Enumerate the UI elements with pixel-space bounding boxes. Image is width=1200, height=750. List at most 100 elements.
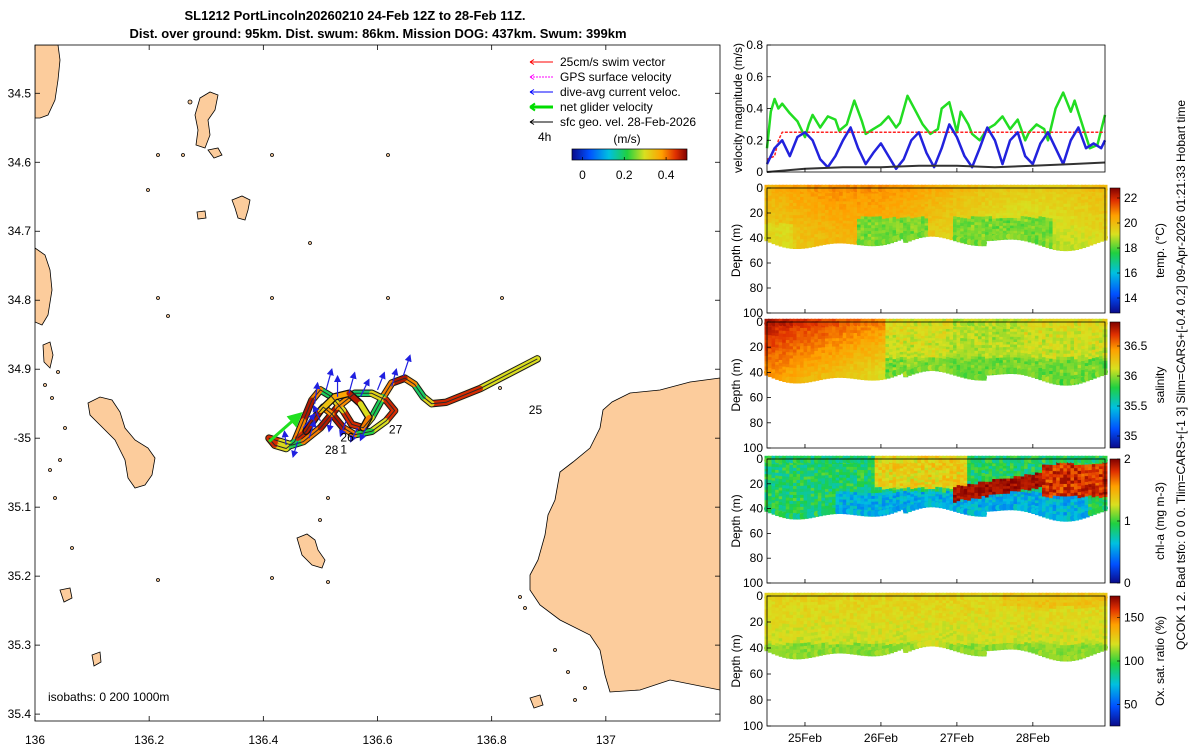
section-ylabel: Depth (m) (729, 224, 743, 277)
map-ytick-label: 35.1 (8, 500, 32, 514)
section-ytick-label: 80 (750, 416, 764, 430)
current-arrow (302, 413, 316, 429)
small-islets (43, 99, 587, 702)
speed-colorbar: (m/s) 0 0.2 0.4 (571, 132, 688, 182)
land-masses (35, 45, 720, 709)
map-ticks (34, 45, 720, 721)
land-island-i (91, 651, 102, 667)
current-arrow (325, 368, 334, 391)
map-ytick-label: 34.5 (8, 86, 32, 100)
legend-arrowhead-gps (529, 74, 535, 80)
map-xtick-label: 136.2 (134, 733, 164, 747)
current-arrow (350, 427, 359, 443)
land-island-h (529, 694, 544, 709)
velocity-panel: 00.20.40.60.8 velocity magnitude (m/s) (731, 38, 1107, 179)
map-legend: 25cm/s swim vector GPS surface velocity … (529, 55, 696, 144)
section-ytick-label: 40 (750, 365, 764, 379)
section-ylabel: Depth (m) (729, 358, 743, 411)
section-colorbar-tick-label: 16 (1124, 266, 1138, 280)
section-colorbar-tick-label: 35 (1124, 429, 1138, 443)
legend-label-net: net glider velocity (560, 100, 653, 114)
velocity-series (765, 91, 1107, 173)
section-colorbar (1109, 321, 1121, 449)
current-arrow (359, 427, 367, 442)
legend-arrowhead-swim (529, 59, 535, 65)
map-xtick-label: 137 (596, 733, 616, 747)
section-colorbar-label: temp. (°C) (1153, 223, 1167, 278)
section-colorbar-label: salinity (1153, 367, 1167, 404)
land-island-e (59, 587, 73, 603)
section-ytick-label: 0 (756, 181, 763, 195)
velocity-ytick-label: 0.2 (746, 133, 763, 147)
title-line-1: SL1212 PortLincoln20260210 24-Feb 12Z to… (184, 8, 525, 23)
map-ytick-label: 35.3 (8, 638, 32, 652)
velocity-panel-bg (767, 45, 1105, 172)
current-arrow (339, 420, 347, 438)
land-island-b (231, 195, 251, 221)
current-arrow (376, 371, 386, 391)
section-bottom-dot (981, 240, 988, 247)
current-arrow (313, 381, 321, 404)
land-island-g (196, 210, 207, 220)
current-arrow (402, 354, 412, 377)
land-yorke-peninsula (529, 377, 720, 693)
land-island-a (194, 91, 219, 149)
map-ytick-label: 35.2 (8, 569, 32, 583)
speed-colorbar-bar (571, 148, 688, 161)
section-ytick-label: 40 (750, 231, 764, 245)
legend-arrowhead-current (529, 89, 535, 95)
section-colorbar (1109, 187, 1121, 314)
section-frame (766, 321, 1106, 449)
map-ytick-label: 34.6 (8, 155, 32, 169)
legend-arrowhead-net (529, 102, 536, 112)
legend-label-swim: 25cm/s swim vector (560, 55, 665, 69)
current-arrow (326, 417, 334, 433)
day-label: 26 (340, 431, 354, 445)
land-island-c (296, 533, 326, 569)
speed-colorbar-tick-label: 0.4 (658, 168, 675, 182)
section-colorbar-tick-label: 14 (1124, 291, 1138, 305)
map-ytick-label: 34.7 (8, 224, 32, 238)
section-data-cells (764, 318, 1108, 386)
legend-label-geo: sfc geo. vel. 28-Feb-2026 (560, 115, 696, 129)
section-colorbar-tick-label: 36 (1124, 369, 1138, 383)
velocity-ylabel: velocity magnitude (m/s) (731, 43, 745, 173)
section-colorbar-tick-label: 22 (1124, 191, 1138, 205)
legend-label-current: dive-avg current veloc. (560, 85, 681, 99)
current-arrow (348, 371, 357, 394)
section-colorbar-tick-label: 36.5 (1124, 339, 1148, 353)
land-west-coast (35, 45, 61, 119)
current-arrow (312, 404, 321, 422)
map-xtick-label: 136.4 (248, 733, 278, 747)
speed-colorbar-label: (m/s) (613, 132, 640, 146)
day-label: 27 (389, 422, 403, 436)
section-frame (766, 187, 1106, 314)
day-label: 28 (325, 443, 339, 457)
title-line-2: Dist. over ground: 95km. Dist. swum: 86k… (129, 26, 626, 41)
current-arrow (359, 378, 370, 398)
current-arrow (308, 419, 317, 439)
velocity-series-3 (766, 161, 1106, 173)
velocity-ytick-label: 0.6 (746, 70, 763, 84)
section-ytick-label: 60 (750, 391, 764, 405)
land-island-f (207, 147, 223, 159)
legend-label-gps: GPS surface velocity (560, 70, 671, 84)
map-xtick-label: 136 (25, 733, 45, 747)
map-xtick-label: 136.8 (477, 733, 507, 747)
map-ytick-label: -35 (14, 431, 32, 445)
section-ytick-label: 100 (743, 306, 763, 320)
day-label: 1 (340, 442, 347, 456)
velocity-ytick-label: 0.4 (746, 102, 763, 116)
section-colorbar-tick-label: 35.5 (1124, 399, 1148, 413)
velocity-series-0 (765, 91, 1107, 150)
section-ytick-label: 80 (750, 281, 764, 295)
current-arrow (281, 430, 289, 446)
map-ytick-label: 34.9 (8, 362, 32, 376)
map-ytick-label: 35.4 (8, 707, 32, 721)
